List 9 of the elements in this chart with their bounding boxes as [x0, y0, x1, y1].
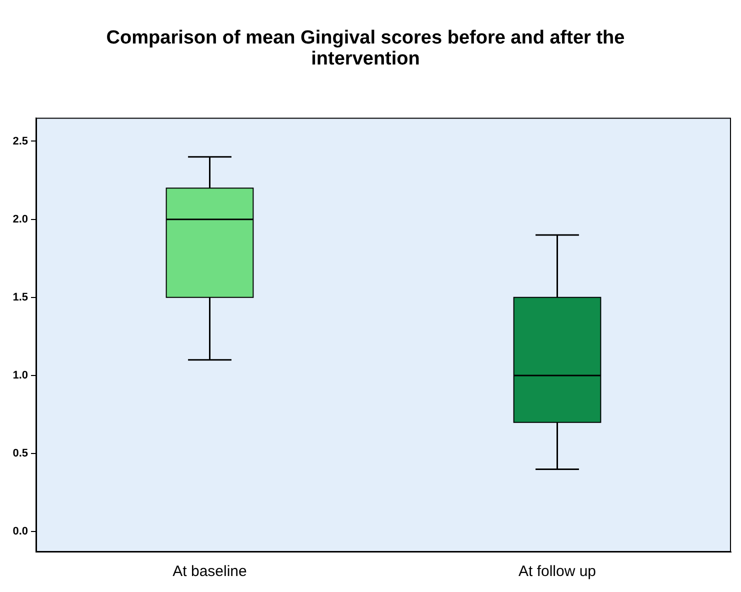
y-tick-label: 2.5: [12, 135, 28, 148]
y-tick-label: 0.5: [12, 448, 28, 460]
x-tick-label: At baseline: [172, 563, 247, 580]
chart-title: Comparison of mean Gingival scores before and after the intervention: [106, 28, 625, 70]
y-tick-label: 1.0: [12, 370, 28, 382]
y-tick-label: 0.0: [12, 526, 28, 538]
y-tick-label: 1.5: [12, 291, 28, 304]
y-tick-label: 2.0: [12, 213, 28, 226]
x-tick-label: At follow up: [518, 563, 596, 580]
